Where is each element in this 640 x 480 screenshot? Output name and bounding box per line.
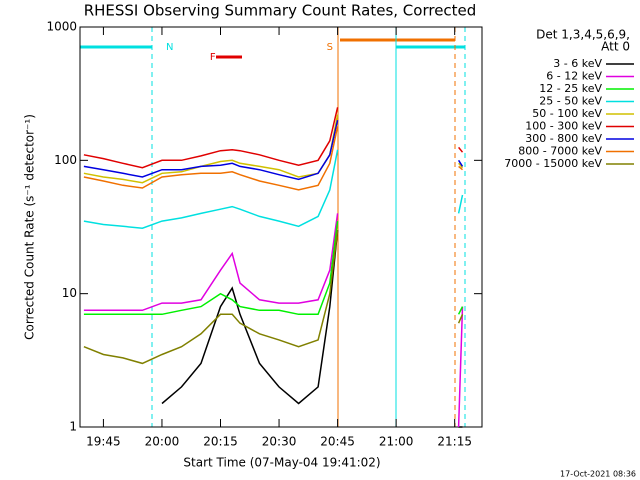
series-line (83, 114, 464, 184)
legend-label: 7000 - 15000 keV (504, 157, 602, 170)
series-line (83, 120, 464, 181)
legend-label: 100 - 300 keV (525, 120, 602, 133)
legend-label: 800 - 7000 keV (518, 145, 602, 158)
x-tick-label: 20:45 (320, 435, 355, 449)
chart-title: RHESSI Observing Summary Count Rates, Co… (84, 2, 477, 20)
series-line (83, 221, 464, 316)
legend-label: 6 - 12 keV (546, 70, 602, 83)
legend-label: 50 - 100 keV (532, 107, 602, 120)
y-tick-label: 100 (54, 153, 77, 167)
x-tick-label: 19:45 (86, 435, 121, 449)
series-line (83, 149, 464, 229)
legend-label: 25 - 50 keV (539, 95, 602, 108)
legend-title: Det 1,3,4,5,6,9, (536, 28, 630, 42)
annotation: F (210, 52, 216, 63)
footer: 17-Oct-2021 08:36 (560, 470, 636, 479)
state-markers (80, 27, 466, 427)
y-tick-label: 1 (69, 420, 77, 434)
x-tick-label: 20:30 (262, 435, 297, 449)
series-line (83, 213, 464, 428)
x-axis-label: Start Time (07-May-04 19:41:02) (183, 456, 380, 470)
plot-frame (79, 26, 483, 428)
legend-label: 300 - 800 keV (525, 132, 602, 145)
series-line (83, 107, 464, 169)
series-line (83, 230, 464, 365)
x-tick-label: 21:15 (437, 435, 472, 449)
legend-label: 3 - 6 keV (553, 57, 602, 70)
legend-title: Att 0 (601, 40, 630, 54)
y-axis-label: Corrected Count Rate (s⁻¹ detector⁻¹) (23, 114, 37, 340)
y-tick-label: 10 (62, 286, 77, 300)
annotation: N (166, 42, 173, 53)
legend-label: 12 - 25 keV (539, 82, 602, 95)
y-tick-label: 1000 (46, 20, 77, 34)
series-line (83, 126, 463, 191)
x-tick-label: 20:00 (145, 435, 180, 449)
x-tick-label: 20:15 (203, 435, 238, 449)
x-tick-label: 21:00 (379, 435, 414, 449)
annotation: S (327, 42, 333, 53)
